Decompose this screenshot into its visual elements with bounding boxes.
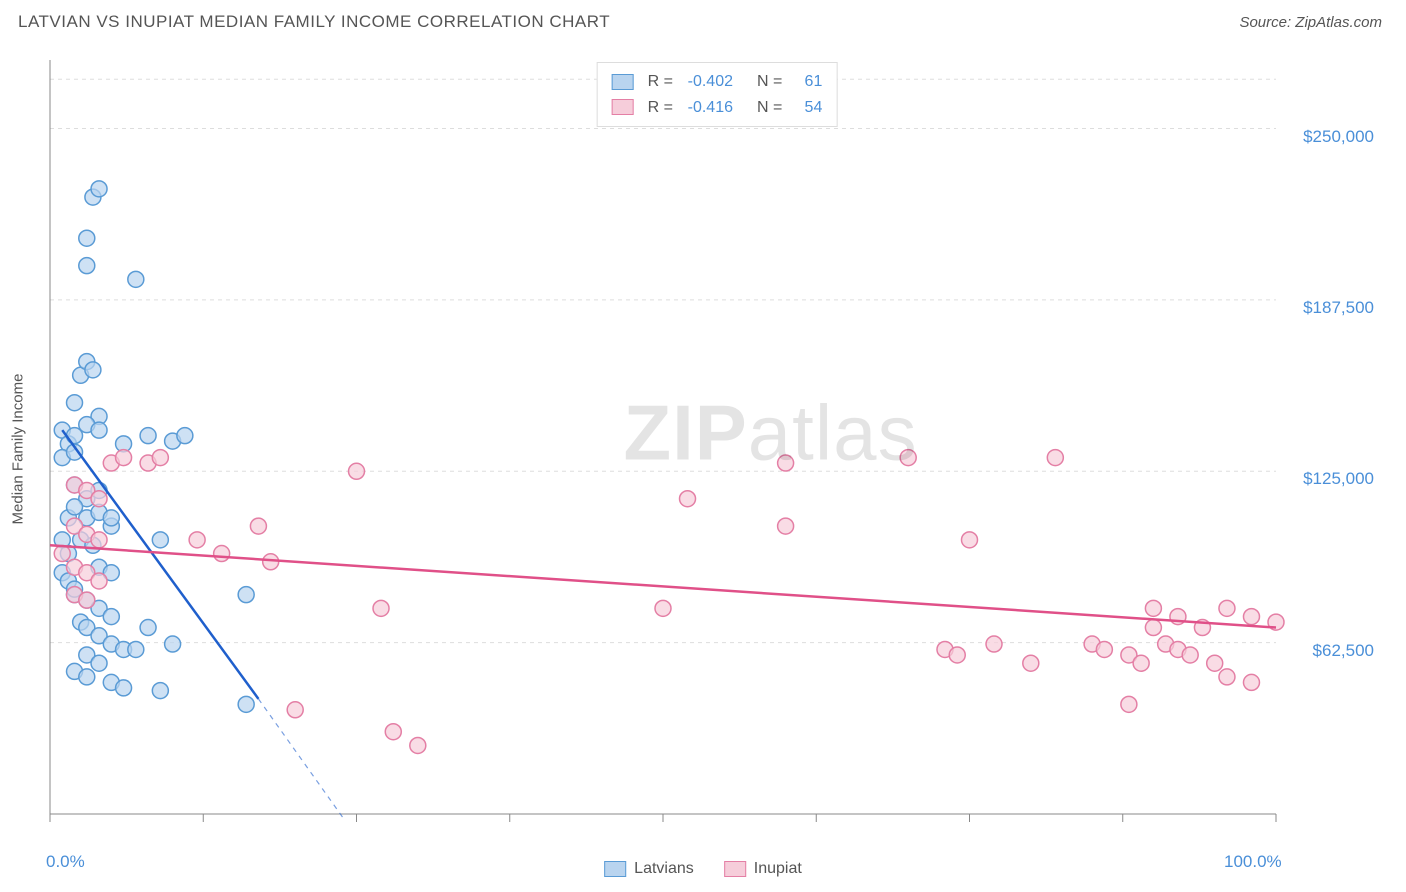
stats-legend-row: R = -0.402 N = 61 (612, 69, 823, 95)
series-legend: Latvians Inupiat (604, 860, 802, 878)
y-tick-label: $62,500 (1313, 641, 1374, 661)
r-value: -0.402 (683, 69, 733, 95)
y-tick-label: $187,500 (1303, 298, 1374, 318)
stats-legend: R = -0.402 N = 61 R = -0.416 N = 54 (597, 62, 838, 127)
y-axis-label: Median Family Income (10, 374, 27, 525)
legend-item: Latvians (604, 860, 694, 878)
r-label: R = (648, 69, 673, 95)
y-tick-label: $250,000 (1303, 127, 1374, 147)
n-value: 61 (792, 69, 822, 95)
n-label: N = (757, 95, 782, 121)
legend-label: Inupiat (754, 860, 802, 878)
chart-title: LATVIAN VS INUPIAT MEDIAN FAMILY INCOME … (18, 12, 610, 32)
legend-swatch (612, 99, 634, 115)
y-tick-label: $125,000 (1303, 469, 1374, 489)
scatter-plot (48, 56, 1386, 842)
r-value: -0.416 (683, 95, 733, 121)
legend-label: Latvians (634, 860, 694, 878)
legend-item: Inupiat (724, 860, 802, 878)
n-value: 54 (792, 95, 822, 121)
legend-swatch (612, 74, 634, 90)
source-label: Source: ZipAtlas.com (1239, 14, 1382, 31)
chart-area: Median Family Income R = -0.402N = 61R =… (48, 56, 1386, 842)
x-tick-label: 0.0% (46, 852, 85, 872)
n-label: N = (757, 69, 782, 95)
legend-swatch (604, 861, 626, 877)
legend-swatch (724, 861, 746, 877)
stats-legend-row: R = -0.416 N = 54 (612, 95, 823, 121)
x-tick-label: 100.0% (1224, 852, 1282, 872)
r-label: R = (648, 95, 673, 121)
